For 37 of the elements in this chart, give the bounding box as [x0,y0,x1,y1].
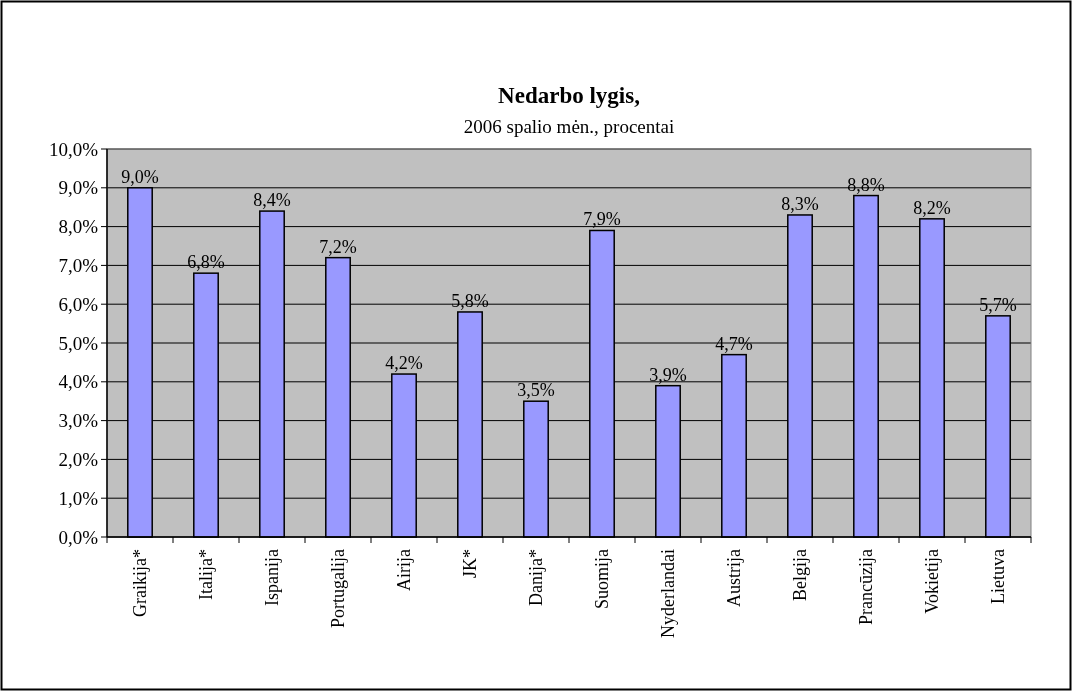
data-label: 7,9% [583,209,621,230]
y-tick-label: 5,0% [58,332,99,354]
x-tick-label: Danija* [526,549,546,606]
x-tick-label: Lietuva [988,549,1008,604]
x-tick-label: Austrija [724,549,744,607]
y-tick-label: 1,0% [58,487,99,509]
y-tick-label: 3,0% [58,410,99,432]
x-tick-label: JK* [460,549,480,579]
x-tick-label: Prancūzija [856,548,876,625]
x-tick-label: Ispanija [262,548,282,606]
data-label: 4,7% [715,333,753,354]
x-tick-label: Belgija [790,549,810,601]
data-label: 9,0% [121,166,159,187]
x-tick-label: Suomija [592,549,612,610]
data-label: 4,2% [385,353,423,374]
chart-subtitle: 2006 spalio mėn., procentai [463,116,675,137]
data-label: 8,4% [253,190,291,211]
x-tick-label: Airija [394,549,414,591]
data-label: 7,2% [319,236,357,257]
data-label: 8,3% [781,193,819,214]
chart-title: Nedarbo lygis, [498,83,640,108]
y-tick-label: 10,0% [48,138,99,160]
y-tick-label: 9,0% [58,177,99,199]
data-label: 8,2% [913,197,951,218]
x-tick-label: Nyderlandai [658,549,678,638]
x-tick-label: Portugalija [328,549,348,628]
y-tick-label: 0,0% [58,526,99,548]
y-tick-label: 6,0% [58,293,99,315]
data-label: 3,5% [517,380,555,401]
y-tick-label: 4,0% [58,371,99,393]
data-label: 3,9% [649,364,687,385]
y-tick-label: 7,0% [58,255,99,277]
x-tick-label: Vokietija [922,549,942,614]
x-tick-label: Italija* [196,549,216,600]
y-tick-label: 2,0% [58,449,99,471]
x-tick-label: Graikija* [130,549,150,617]
y-tick-label: 8,0% [58,216,99,238]
